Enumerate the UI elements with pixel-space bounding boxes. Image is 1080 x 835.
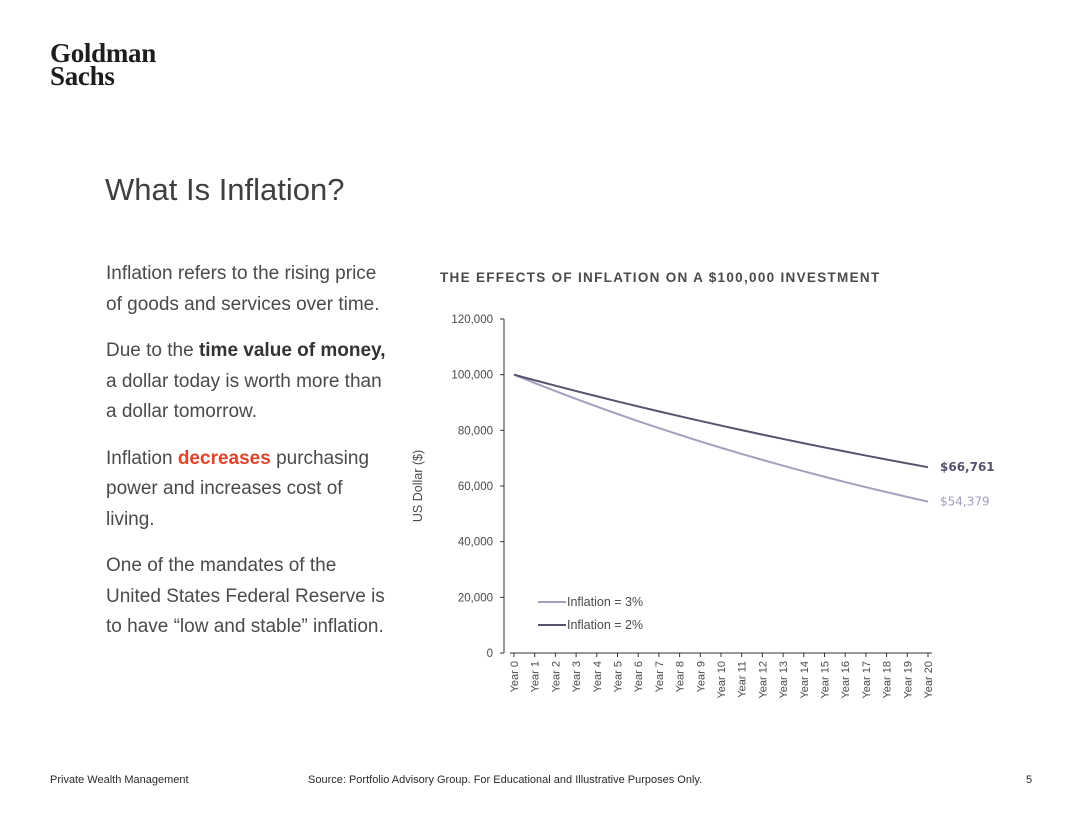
page-number: 5 xyxy=(1026,774,1033,786)
x-tick-label: Year 19 xyxy=(902,661,914,699)
series-end-label-2: $66,761 xyxy=(940,460,995,474)
paragraph-purchasing-power: Inflation decreases purchasing power and… xyxy=(106,444,396,536)
footer-brand: Private Wealth Management xyxy=(50,774,189,786)
legend-label-2: Inflation = 2% xyxy=(567,618,643,632)
y-tick-label: 60,000 xyxy=(458,481,493,493)
inflation-chart: THE EFFECTS OF INFLATION ON A $100,000 I… xyxy=(400,255,1040,725)
x-tick-label: Year 15 xyxy=(820,661,832,699)
x-tick-label: Year 3 xyxy=(571,661,583,692)
x-tick-label: Year 20 xyxy=(923,661,935,699)
x-tick-label: Year 13 xyxy=(778,661,790,699)
x-tick-label: Year 5 xyxy=(613,661,625,692)
y-tick-label: 100,000 xyxy=(451,370,493,382)
paragraph-fed-mandate: One of the mandates of the United States… xyxy=(106,555,385,637)
chart-title: THE EFFECTS OF INFLATION ON A $100,000 I… xyxy=(440,270,881,285)
y-tick-label: 0 xyxy=(487,648,493,660)
p2-bold: time value of money, xyxy=(198,340,386,361)
p3-pre: Inflation xyxy=(106,447,178,469)
p3-red: decreases xyxy=(177,447,271,469)
goldman-sachs-logo: Goldman Sachs xyxy=(50,38,156,91)
x-tick-label: Year 7 xyxy=(654,661,666,692)
x-tick-label: Year 8 xyxy=(675,661,687,692)
x-tick-label: Year 14 xyxy=(799,661,811,699)
x-tick-label: Year 1 xyxy=(530,661,542,692)
legend: Inflation = 3% Inflation = 2% xyxy=(538,595,643,632)
logo-line-1: Goldman xyxy=(50,38,156,68)
x-tick-label: Year 4 xyxy=(592,661,604,692)
paragraph-time-value: Due to the time value of money, a dollar… xyxy=(106,336,396,428)
series-line-2 xyxy=(513,373,929,469)
p2-post: a dollar today is worth more than a doll… xyxy=(106,370,382,423)
x-tick-label: Year 6 xyxy=(633,661,645,692)
y-tick-label: 20,000 xyxy=(458,592,493,604)
page-title: What Is Inflation? xyxy=(105,172,345,207)
footer-source: Source: Portfolio Advisory Group. For Ed… xyxy=(308,774,703,786)
p3-post: purchasing power and increases cost of l… xyxy=(106,447,370,530)
y-tick-label: 120,000 xyxy=(451,314,493,326)
chart-svg: THE EFFECTS OF INFLATION ON A $100,000 I… xyxy=(411,270,995,699)
series-line-1 xyxy=(513,373,929,503)
x-tick-label: Year 18 xyxy=(882,661,894,699)
series-end-label-1: $54,379 xyxy=(940,495,990,509)
body-text: Inflation refers to the rising price of … xyxy=(106,259,396,659)
series-lines: $54,379 $66,761 xyxy=(513,373,995,509)
paragraph-definition: Inflation refers to the rising price of … xyxy=(106,263,380,315)
x-tick-label: Year 0 xyxy=(509,661,521,692)
x-tick-label: Year 2 xyxy=(550,661,562,692)
x-tick-label: Year 9 xyxy=(695,661,707,692)
x-tick-label: Year 11 xyxy=(737,661,749,698)
x-tick-label: Year 17 xyxy=(861,661,873,699)
p2-pre: Due to the xyxy=(106,340,199,361)
y-axis-label: US Dollar ($) xyxy=(411,450,425,522)
y-tick-label: 80,000 xyxy=(458,425,493,437)
x-tick-label: Year 12 xyxy=(757,661,769,699)
legend-label-1: Inflation = 3% xyxy=(567,595,643,609)
y-tick-label: 40,000 xyxy=(458,537,493,549)
axes: 0 20,000 40,000 60,000 80,000 100,000 120,000 Y… xyxy=(451,314,935,699)
logo-line-2: Sachs xyxy=(50,61,115,91)
x-tick-label: Year 16 xyxy=(840,661,852,699)
x-tick-label: Year 10 xyxy=(716,661,728,699)
